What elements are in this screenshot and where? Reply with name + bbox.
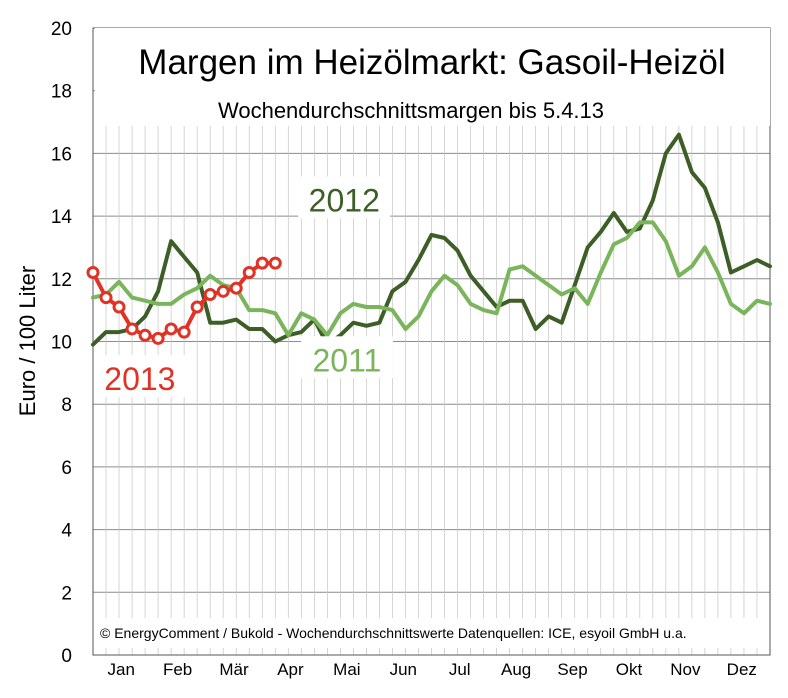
source-note: © EnergyComment / Bukold - Wochendurchsc… — [100, 625, 687, 641]
series-label-2013: 2013 — [104, 361, 175, 397]
chart-title: Margen im Heizölmarkt: Gasoil-Heizöl — [138, 43, 725, 82]
x-tick-label: Jan — [107, 660, 134, 679]
x-tick-label: Apr — [277, 660, 304, 679]
series-line-2012 — [91, 132, 772, 347]
y-tick-label: 6 — [61, 458, 72, 479]
y-tick-label: 2 — [61, 583, 72, 604]
series-label-2011: 2011 — [312, 342, 381, 378]
data-point-2013 — [229, 281, 243, 295]
data-point-2013 — [203, 287, 217, 301]
x-tick-label: Mär — [219, 660, 249, 679]
series-line-2011 — [91, 220, 772, 338]
grid — [92, 27, 771, 656]
data-point-2013 — [190, 300, 204, 314]
source-note-background — [96, 618, 769, 648]
x-tick-label: Jun — [390, 660, 417, 679]
series-label-background — [300, 336, 393, 379]
y-tick-label: 12 — [51, 270, 72, 291]
series-layer — [86, 132, 772, 347]
chart-subtitle: Wochendurchschnittsmargen bis 5.4.13 — [218, 98, 604, 123]
x-tick-label: Dez — [727, 660, 757, 679]
data-point-2013 — [112, 300, 126, 314]
y-axis-label: Euro / 100 Liter — [15, 266, 40, 416]
data-point-2013 — [164, 322, 178, 336]
series-label-background — [298, 176, 391, 219]
y-tick-label: 16 — [51, 144, 72, 165]
x-tick-label: Okt — [616, 660, 643, 679]
chart-text: Margen im Heizölmarkt: Gasoil-Heizöl Woc… — [15, 28, 770, 648]
x-tick-label: Aug — [501, 660, 531, 679]
x-axis-ticks: Jan Feb Mär Apr Mai Jun Jul Aug Sep Okt Nov Dez — [107, 660, 756, 679]
data-point-2013 — [255, 256, 269, 270]
data-point-2013 — [268, 256, 282, 270]
series-label-2012: 2012 — [309, 182, 380, 218]
series-labels: 2012 2011 2013 — [93, 176, 393, 398]
data-point-2013 — [242, 266, 256, 280]
data-point-2013 — [86, 266, 100, 280]
series-label-background — [93, 355, 186, 398]
y-tick-label: 10 — [51, 333, 72, 354]
y-tick-label: 0 — [61, 646, 72, 667]
data-point-2013 — [99, 291, 113, 305]
data-point-2013 — [177, 325, 191, 339]
y-tick-label: 20 — [51, 19, 72, 40]
title-background — [95, 28, 770, 126]
data-point-2013 — [151, 331, 165, 345]
y-axis-ticks: 0 2 4 6 8 10 12 14 16 18 20 — [51, 19, 73, 667]
x-tick-label: Mai — [333, 660, 360, 679]
data-point-2013 — [125, 322, 139, 336]
x-tick-label: Sep — [557, 660, 587, 679]
y-tick-label: 14 — [51, 207, 73, 228]
x-tick-label: Feb — [163, 660, 192, 679]
x-tick-label: Jul — [449, 660, 471, 679]
y-tick-label: 8 — [61, 395, 72, 416]
y-tick-label: 18 — [51, 82, 72, 103]
y-tick-label: 4 — [61, 521, 72, 542]
data-point-2013 — [138, 328, 152, 342]
data-point-2013 — [216, 284, 230, 298]
x-tick-label: Nov — [670, 660, 701, 679]
